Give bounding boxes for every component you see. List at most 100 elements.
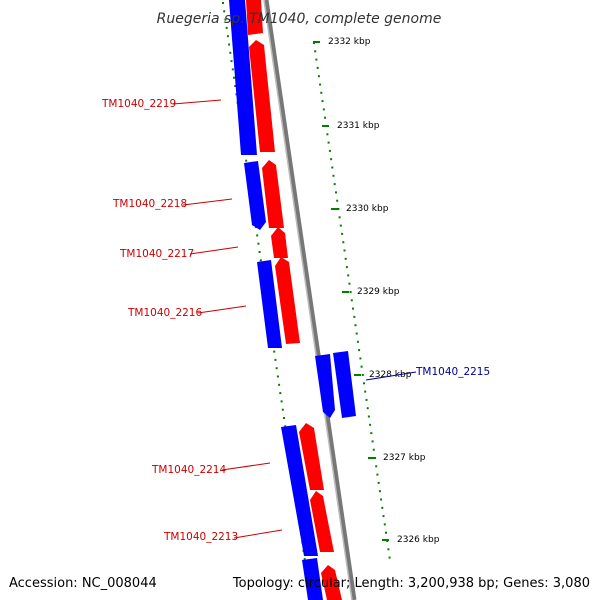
inner-tick-dot <box>275 367 278 370</box>
gene-arrow-reverse[interactable] <box>315 354 335 418</box>
gene-arrow-forward[interactable] <box>310 491 334 552</box>
label-leader-line <box>182 198 233 206</box>
inner-tick-dot <box>274 358 277 361</box>
outer-tick-dot <box>387 548 390 551</box>
outer-tick-dot <box>370 432 373 435</box>
inner-tick-dot <box>223 10 226 13</box>
gene-label-tm1040-2214[interactable]: TM1040_2214 <box>151 464 226 476</box>
gene-arrow-forward[interactable] <box>246 0 263 35</box>
outer-tick-dot <box>335 191 337 194</box>
inner-tick-dot <box>284 425 287 428</box>
gene-label-tm1040-2213[interactable]: TM1040_2213 <box>163 531 238 543</box>
gene-arrow-forward[interactable] <box>271 227 288 258</box>
inner-tick-dot <box>228 43 231 46</box>
topology-text: Topology: circular; Length: 3,200,938 bp… <box>232 576 590 591</box>
outer-tick-dot <box>371 440 374 443</box>
inner-tick-dot <box>278 383 281 386</box>
gene-arrow-reverse[interactable] <box>229 0 257 155</box>
outer-tick-dot <box>353 315 356 318</box>
reverse-strand-genes <box>229 0 356 600</box>
outer-tick-dot <box>337 208 340 210</box>
outer-tick-dot <box>383 523 386 526</box>
inner-tick-dot <box>225 26 228 29</box>
gene-label-tm1040-2218[interactable]: TM1040_2218 <box>112 198 187 210</box>
outer-tick-dot <box>330 158 333 161</box>
outer-tick-dot <box>314 50 317 53</box>
gene-arrow-reverse[interactable] <box>333 351 356 418</box>
kbp-tick-label: 2332 kbp <box>328 37 371 47</box>
inner-tick-dot <box>226 35 229 38</box>
outer-tick-dot <box>364 390 367 393</box>
inner-tick-dot <box>245 159 248 162</box>
outer-tick-dot <box>381 506 384 509</box>
gene-arrow-reverse[interactable] <box>281 425 318 556</box>
label-leader-line <box>197 305 247 314</box>
gene-label-tm1040-2215[interactable]: TM1040_2215 <box>415 366 490 378</box>
outer-tick-dot <box>333 183 336 186</box>
outer-tick-dot <box>358 349 361 352</box>
outer-tick-dot <box>363 382 365 385</box>
outer-tick-dot <box>327 141 330 144</box>
outer-tick-dot <box>338 216 341 219</box>
outer-tick-dot <box>355 332 358 335</box>
inner-tick-dot <box>231 68 234 71</box>
outer-tick-dot <box>320 91 323 94</box>
outer-tick-dot <box>316 66 319 69</box>
label-leader-line <box>221 462 271 471</box>
label-leader-line <box>233 529 283 539</box>
kbp-tick-label: 2330 kbp <box>346 204 389 214</box>
outer-tick-dot <box>339 224 342 227</box>
outer-tick-dot <box>352 307 354 310</box>
outer-tick-dot <box>365 398 368 401</box>
outer-tick-dot <box>350 299 353 302</box>
outer-tick-dot <box>376 473 379 476</box>
outer-tick-dot <box>315 58 318 61</box>
inner-tick-dot <box>257 242 260 245</box>
outer-tick-dot <box>359 357 362 360</box>
inner-tick-dot <box>234 85 237 87</box>
label-leader-line <box>365 371 417 381</box>
outer-tick-dot <box>321 100 324 103</box>
gene-arrow-forward[interactable] <box>321 565 342 600</box>
kbp-tick-label: 2331 kbp <box>337 121 380 131</box>
forward-strand-genes <box>246 0 342 600</box>
outer-tick-dot <box>332 174 335 177</box>
outer-tick-dot <box>341 232 344 235</box>
gene-labels: TM1040_2219 TM1040_2218 TM1040_2217 TM10… <box>101 98 490 543</box>
inner-tick-dot <box>273 350 276 353</box>
gene-label-tm1040-2216[interactable]: TM1040_2216 <box>127 307 202 319</box>
inner-tick-dot <box>256 234 259 237</box>
inner-tick-dot <box>279 392 282 395</box>
inner-tick-dot <box>224 18 227 21</box>
outer-tick-dot <box>344 257 347 260</box>
outer-tick-dot <box>361 374 364 376</box>
outer-tick-dot <box>372 448 375 451</box>
inner-tick-dot <box>280 400 283 403</box>
gene-arrow-forward[interactable] <box>299 423 324 490</box>
inner-tick-dot <box>283 417 285 419</box>
outer-scale-ticks <box>313 42 391 559</box>
genome-title: Ruegeria sp. TM1040, complete genome <box>157 11 442 27</box>
outer-tick-dot <box>369 423 372 426</box>
gene-arrow-reverse[interactable] <box>302 558 323 600</box>
genome-backbone <box>263 0 357 600</box>
gene-arrow-forward[interactable] <box>249 40 275 152</box>
accession-text: Accession: NC_008044 <box>9 576 157 591</box>
label-leader-line <box>172 99 222 105</box>
outer-tick-dot <box>354 324 357 327</box>
outer-tick-dot <box>348 282 351 285</box>
gene-label-tm1040-2217[interactable]: TM1040_2217 <box>119 248 194 260</box>
kbp-scale: 2332 kbp 2331 kbp 2330 kbp 2329 kbp 2328… <box>313 37 440 545</box>
kbp-tick-label: 2328 kbp <box>369 370 412 380</box>
outer-tick-dot <box>377 481 380 484</box>
gene-arrow-reverse[interactable] <box>257 260 282 348</box>
label-leader-line <box>189 246 239 255</box>
kbp-tick-label: 2329 kbp <box>357 287 400 297</box>
kbp-tick-label: 2326 kbp <box>397 535 440 545</box>
inner-tick-dot <box>229 51 232 54</box>
gene-arrow-reverse[interactable] <box>244 161 266 230</box>
gene-arrow-forward[interactable] <box>262 160 284 228</box>
gene-arrow-forward[interactable] <box>275 257 300 344</box>
gene-label-tm1040-2219[interactable]: TM1040_2219 <box>101 98 176 110</box>
